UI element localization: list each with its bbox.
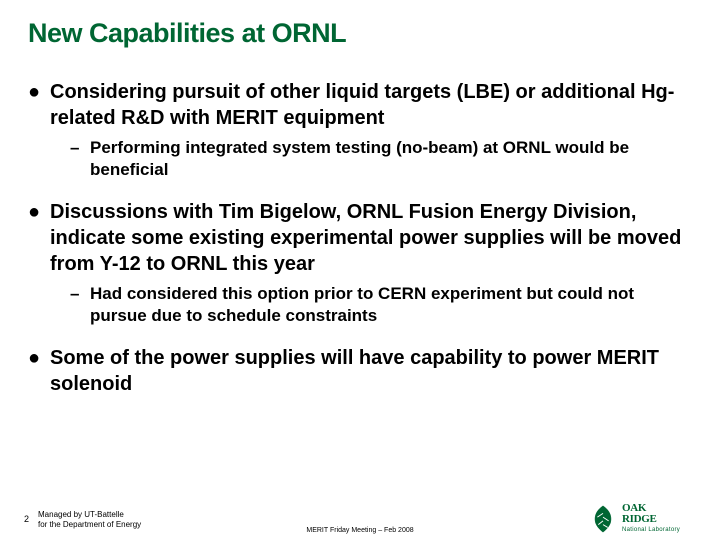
bullet-text: Considering pursuit of other liquid targ… [50,79,692,131]
managed-line1: Managed by UT-Battelle [38,510,141,520]
slide: New Capabilities at ORNL ● Considering p… [0,0,720,540]
bullet-list: ● Considering pursuit of other liquid ta… [28,79,692,397]
page-number: 2 [24,514,29,524]
bullet-level1: ● Some of the power supplies will have c… [28,345,692,397]
bullet-level1: ● Considering pursuit of other liquid ta… [28,79,692,131]
bullet-text: Some of the power supplies will have cap… [50,345,692,397]
bullet-text: Discussions with Tim Bigelow, ORNL Fusio… [50,199,692,277]
bullet-dash-icon: – [70,137,90,181]
bullet-dot-icon: ● [28,199,50,277]
oak-leaf-icon [588,504,618,534]
logo-line2: RIDGE [622,514,680,525]
logo-line3: National Laboratory [622,525,680,536]
footer-center: MERIT Friday Meeting – Feb 2008 [306,527,413,534]
footer: 2 Managed by UT-Battelle for the Departm… [0,500,720,540]
logo-text: OAK RIDGE National Laboratory [622,503,680,536]
bullet-sub-text: Had considered this option prior to CERN… [90,283,692,327]
bullet-dot-icon: ● [28,345,50,397]
managed-by: Managed by UT-Battelle for the Departmen… [38,510,141,530]
logo-line1: OAK [622,503,680,514]
bullet-level2: – Had considered this option prior to CE… [70,283,692,327]
bullet-dot-icon: ● [28,79,50,131]
ornl-logo: OAK RIDGE National Laboratory [588,502,708,536]
managed-line2: for the Department of Energy [38,520,141,530]
bullet-dash-icon: – [70,283,90,327]
bullet-sub-text: Performing integrated system testing (no… [90,137,692,181]
bullet-level1: ● Discussions with Tim Bigelow, ORNL Fus… [28,199,692,277]
bullet-level2: – Performing integrated system testing (… [70,137,692,181]
page-title: New Capabilities at ORNL [28,18,692,49]
